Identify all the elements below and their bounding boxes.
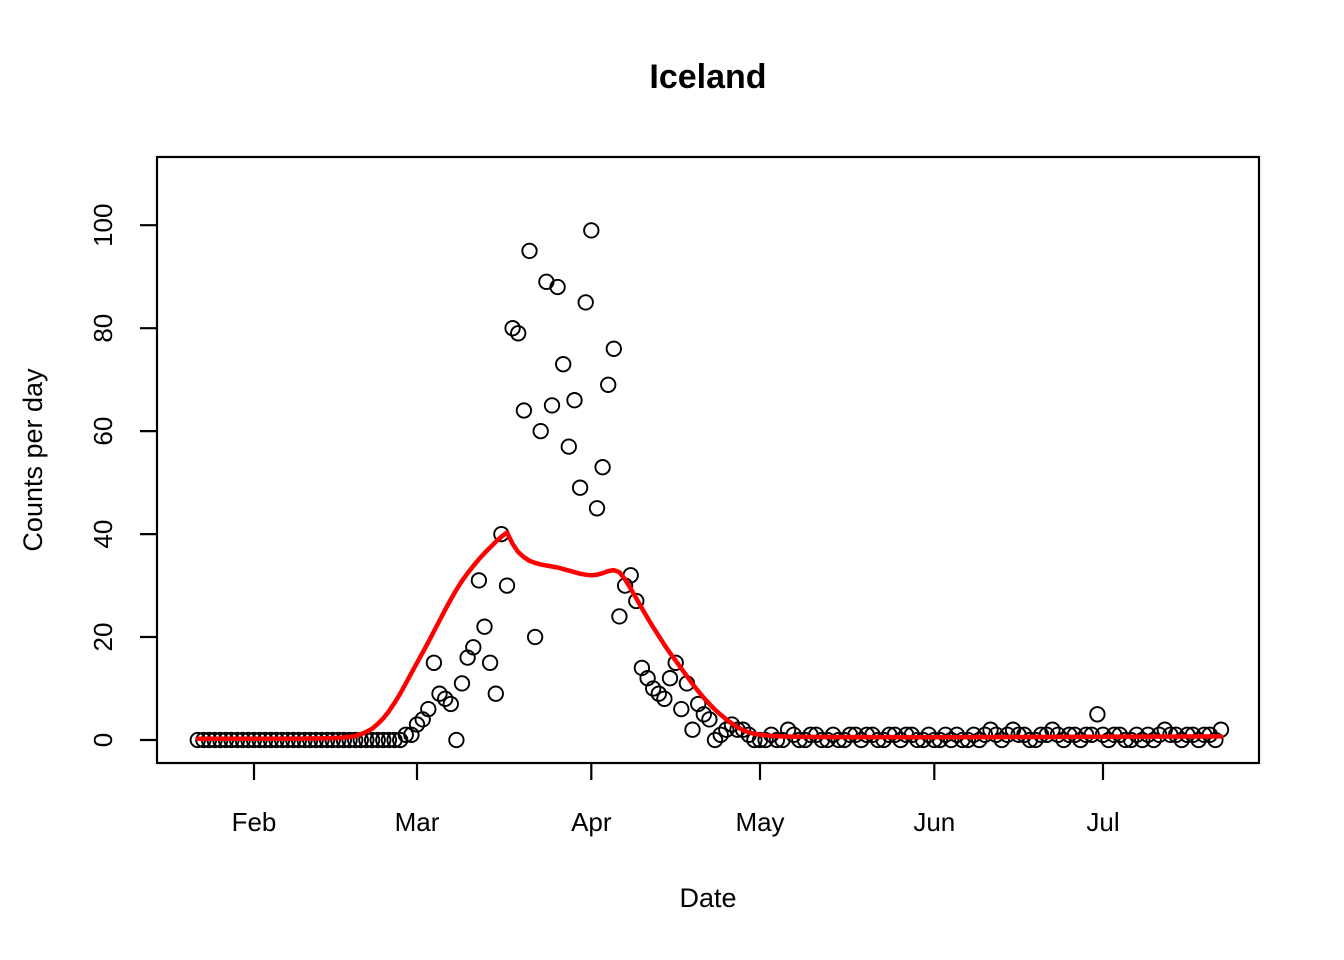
data-point bbox=[943, 731, 960, 749]
data-point bbox=[431, 685, 448, 702]
data-point bbox=[369, 731, 386, 749]
data-point bbox=[526, 628, 544, 646]
data-point bbox=[1122, 731, 1140, 749]
x-tick-label: Apr bbox=[571, 807, 612, 837]
data-point bbox=[1134, 731, 1151, 749]
data-point bbox=[667, 654, 684, 671]
data-point bbox=[425, 654, 443, 671]
data-point bbox=[673, 700, 690, 718]
y-tick-label: 60 bbox=[88, 417, 118, 446]
data-point bbox=[931, 731, 949, 749]
plot-border bbox=[155, 155, 1261, 765]
data-point bbox=[476, 618, 493, 635]
data-point bbox=[408, 716, 426, 733]
data-point bbox=[560, 438, 577, 455]
data-point bbox=[543, 397, 561, 414]
data-point bbox=[571, 479, 589, 496]
data-point bbox=[380, 731, 398, 749]
y-tick-label: 20 bbox=[88, 623, 118, 652]
data-point bbox=[510, 325, 527, 342]
data-point bbox=[504, 320, 521, 337]
data-point bbox=[684, 721, 701, 738]
y-axis-label: Counts per day bbox=[18, 368, 48, 552]
data-point bbox=[515, 402, 533, 419]
data-point bbox=[555, 356, 572, 373]
data-point bbox=[661, 670, 679, 687]
data-point bbox=[611, 608, 628, 625]
data-point bbox=[734, 721, 752, 738]
x-tick-label: Jun bbox=[913, 807, 955, 837]
data-point bbox=[420, 700, 437, 718]
data-point bbox=[521, 242, 538, 260]
x-tick-label: Mar bbox=[395, 807, 440, 837]
data-point bbox=[718, 721, 735, 738]
data-point bbox=[650, 685, 667, 702]
data-point bbox=[988, 726, 1005, 743]
data-point bbox=[976, 726, 994, 743]
data-point bbox=[1145, 731, 1162, 749]
data-point bbox=[549, 278, 566, 296]
data-point bbox=[914, 731, 932, 749]
x-tick-label: Feb bbox=[232, 807, 277, 837]
data-point bbox=[656, 690, 673, 707]
data-point bbox=[442, 695, 459, 713]
data-point bbox=[712, 726, 729, 743]
data-point bbox=[965, 726, 982, 743]
data-point bbox=[695, 706, 712, 723]
data-point bbox=[465, 639, 482, 656]
x-tick-label: Jul bbox=[1086, 807, 1119, 837]
data-point bbox=[470, 572, 488, 589]
data-point bbox=[363, 731, 381, 749]
x-axis-label: Date bbox=[679, 883, 737, 913]
data-point bbox=[481, 654, 499, 671]
data-point bbox=[768, 731, 786, 749]
data-point bbox=[886, 726, 904, 743]
data-point bbox=[993, 731, 1010, 749]
data-point bbox=[971, 731, 988, 749]
y-tick-label: 0 bbox=[88, 733, 118, 747]
data-point bbox=[594, 459, 611, 476]
data-point bbox=[566, 392, 583, 409]
data-point bbox=[487, 685, 504, 702]
data-point bbox=[819, 731, 836, 749]
data-point bbox=[347, 731, 364, 749]
data-point bbox=[588, 500, 606, 517]
data-point bbox=[375, 731, 392, 749]
data-point bbox=[701, 711, 718, 728]
data-point bbox=[498, 577, 516, 594]
y-tick-label: 40 bbox=[88, 520, 118, 549]
data-point bbox=[645, 680, 662, 697]
chart-title: Iceland bbox=[649, 58, 767, 96]
data-point bbox=[1089, 706, 1106, 723]
data-point bbox=[453, 675, 471, 692]
data-point bbox=[959, 731, 977, 749]
data-point bbox=[757, 731, 774, 749]
data-point bbox=[341, 731, 358, 749]
data-point bbox=[583, 222, 600, 239]
data-point bbox=[448, 731, 465, 749]
data-point bbox=[577, 294, 594, 311]
data-point bbox=[847, 726, 864, 743]
data-point bbox=[706, 731, 724, 749]
data-point bbox=[532, 422, 549, 440]
data-point bbox=[437, 690, 454, 707]
data-point bbox=[397, 726, 414, 743]
y-tick-label: 100 bbox=[88, 204, 118, 247]
data-point bbox=[600, 376, 617, 393]
data-point bbox=[937, 726, 954, 743]
fit-line bbox=[195, 530, 1224, 741]
x-tick-label: May bbox=[735, 807, 784, 837]
data-point bbox=[605, 340, 622, 357]
y-tick-label: 80 bbox=[88, 314, 118, 343]
data-point bbox=[628, 592, 645, 610]
